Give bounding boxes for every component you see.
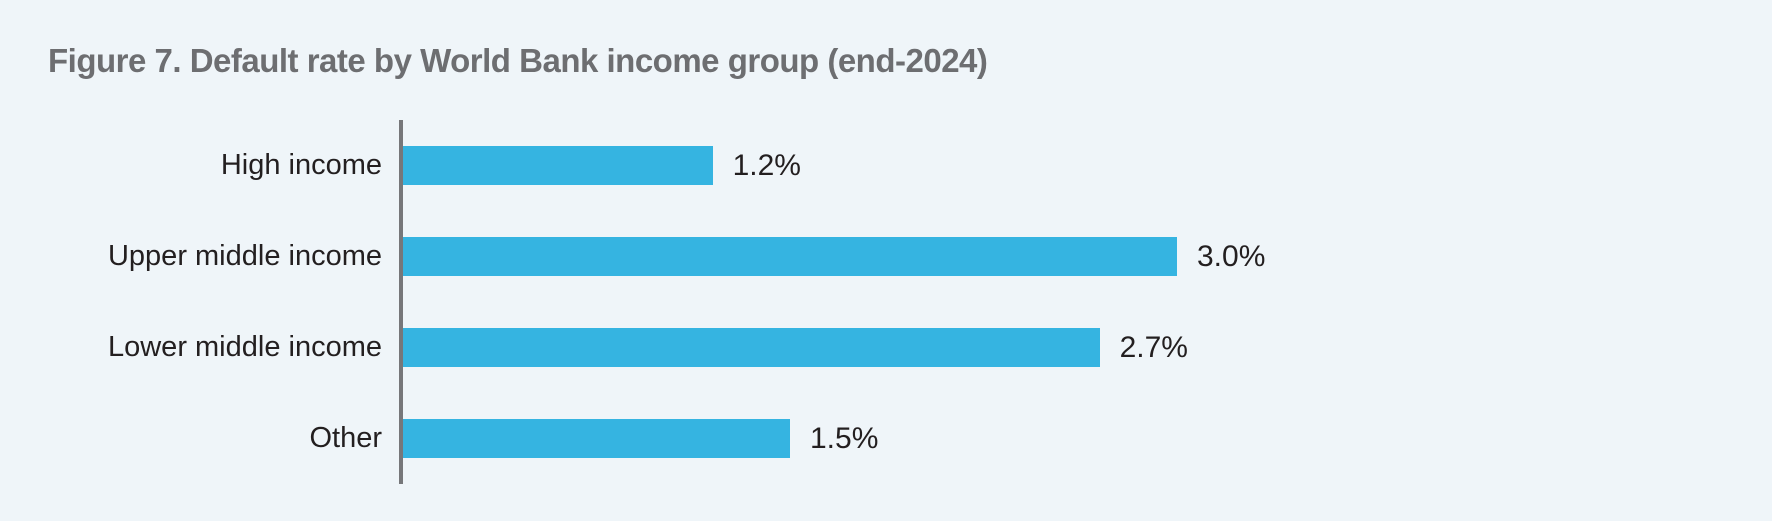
chart-bar xyxy=(403,328,1100,367)
category-label: Lower middle income xyxy=(107,331,382,363)
plot-area-row: 2.7% xyxy=(399,302,1772,393)
chart-bar xyxy=(403,146,713,185)
plot-area-row: 1.5% xyxy=(399,393,1772,484)
chart-row: Other 1.5% xyxy=(0,393,1772,484)
chart-row: High income 1.2% xyxy=(0,120,1772,211)
chart-bar xyxy=(403,419,790,458)
plot-area-row: 1.2% xyxy=(399,120,1772,211)
data-label: 1.5% xyxy=(810,421,879,455)
category-label: High income xyxy=(220,149,382,181)
data-label: 2.7% xyxy=(1119,330,1188,364)
data-label: 1.2% xyxy=(732,148,801,182)
plot-area-row: 3.0% xyxy=(399,211,1772,302)
category-label: Upper middle income xyxy=(107,240,382,272)
category-label: Other xyxy=(309,422,382,454)
chart-row: Lower middle income 2.7% xyxy=(0,302,1772,393)
chart-row: Upper middle income 3.0% xyxy=(0,211,1772,302)
chart-title: Figure 7. Default rate by World Bank inc… xyxy=(48,42,988,79)
bar-chart: High income 1.2% Upper middle income 3.0… xyxy=(0,120,1772,484)
data-label: 3.0% xyxy=(1197,239,1266,273)
chart-bar xyxy=(403,237,1177,276)
